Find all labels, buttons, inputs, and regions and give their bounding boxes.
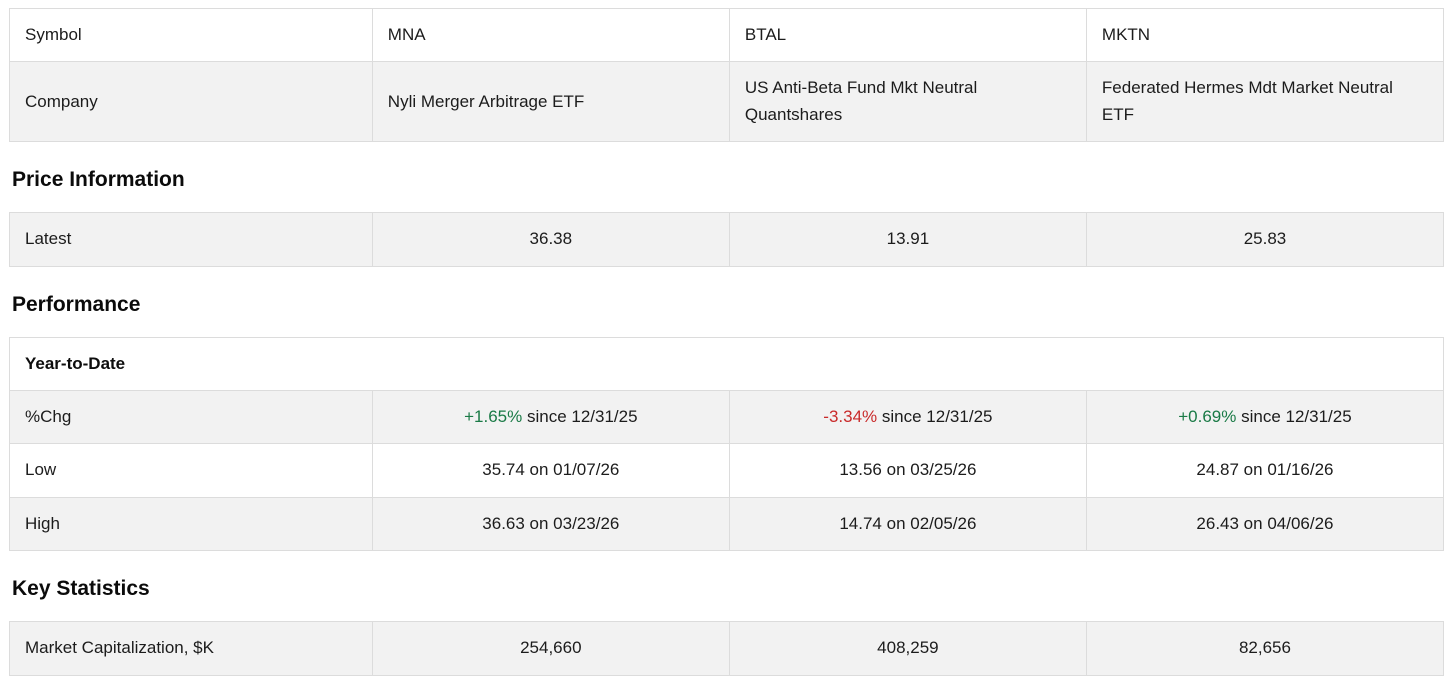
pct-change-suffix: since 12/31/25 — [522, 407, 638, 427]
latest-row-label: Latest — [9, 212, 373, 267]
symbol-row-label: Symbol — [9, 7, 373, 63]
low-row-label: Low — [9, 443, 373, 498]
low-value-btal: 13.56 on 03/25/26 — [728, 443, 1087, 498]
pct-change-amount: -3.34% — [823, 407, 878, 427]
pct-change-suffix: since 12/31/25 — [877, 407, 993, 427]
section-title-performance: Performance — [12, 292, 141, 316]
market-cap-value-mktn: 82,656 — [1085, 621, 1445, 676]
latest-price-table: Latest 36.38 13.91 25.83 — [9, 212, 1445, 267]
low-row: Low 35.74 on 01/07/26 13.56 on 03/25/26 … — [9, 443, 1445, 498]
pct-chg-row-label: %Chg — [9, 390, 373, 445]
pct-chg-value-mktn: +0.69% since 12/31/25 — [1085, 390, 1445, 445]
section-title-price-information: Price Information — [12, 168, 185, 192]
pct-chg-value-mna: +1.65% since 12/31/25 — [371, 390, 730, 445]
latest-value-btal: 13.91 — [728, 212, 1087, 267]
period-header-label: Year-to-Date — [9, 336, 1444, 392]
company-cell-mktn: Federated Hermes Mdt Market Neutral ETF — [1085, 61, 1445, 143]
key-statistics-table: Market Capitalization, $K 254,660 408,25… — [9, 621, 1445, 676]
latest-row: Latest 36.38 13.91 25.83 — [9, 212, 1445, 267]
symbols-table: Symbol MNA BTAL MKTN Company Nyli Merger… — [9, 7, 1445, 143]
low-value-mktn: 24.87 on 01/16/26 — [1085, 443, 1445, 498]
pct-change-amount: +1.65% — [464, 407, 523, 427]
symbol-row: Symbol MNA BTAL MKTN — [9, 7, 1445, 63]
market-cap-value-btal: 408,259 — [728, 621, 1087, 676]
company-cell-btal: US Anti-Beta Fund Mkt Neutral Quantshare… — [728, 61, 1087, 143]
performance-table: Year-to-Date %Chg +1.65% since 12/31/25 … — [9, 336, 1445, 552]
latest-value-mktn: 25.83 — [1085, 212, 1445, 267]
high-value-mna: 36.63 on 03/23/26 — [371, 496, 730, 552]
high-row-label: High — [9, 496, 373, 552]
high-value-mktn: 26.43 on 04/06/26 — [1085, 496, 1445, 552]
symbol-cell-btal: BTAL — [728, 7, 1087, 63]
symbol-cell-mna: MNA — [371, 7, 730, 63]
company-cell-mna: Nyli Merger Arbitrage ETF — [371, 61, 730, 143]
market-cap-row: Market Capitalization, $K 254,660 408,25… — [9, 621, 1445, 676]
market-cap-value-mna: 254,660 — [371, 621, 730, 676]
company-row-label: Company — [9, 61, 373, 143]
section-title-key-statistics: Key Statistics — [12, 577, 150, 601]
symbol-cell-mktn: MKTN — [1085, 7, 1445, 63]
high-row: High 36.63 on 03/23/26 14.74 on 02/05/26… — [9, 496, 1445, 552]
low-value-mna: 35.74 on 01/07/26 — [371, 443, 730, 498]
period-header-row: Year-to-Date — [9, 336, 1444, 392]
pct-change-amount: +0.69% — [1178, 407, 1237, 427]
latest-value-mna: 36.38 — [371, 212, 730, 267]
pct-chg-row: %Chg +1.65% since 12/31/25 -3.34% since … — [9, 390, 1445, 445]
high-value-btal: 14.74 on 02/05/26 — [728, 496, 1087, 552]
market-cap-row-label: Market Capitalization, $K — [9, 621, 373, 676]
pct-change-suffix: since 12/31/25 — [1236, 407, 1352, 427]
pct-chg-value-btal: -3.34% since 12/31/25 — [728, 390, 1087, 445]
company-row: Company Nyli Merger Arbitrage ETF US Ant… — [9, 61, 1445, 143]
